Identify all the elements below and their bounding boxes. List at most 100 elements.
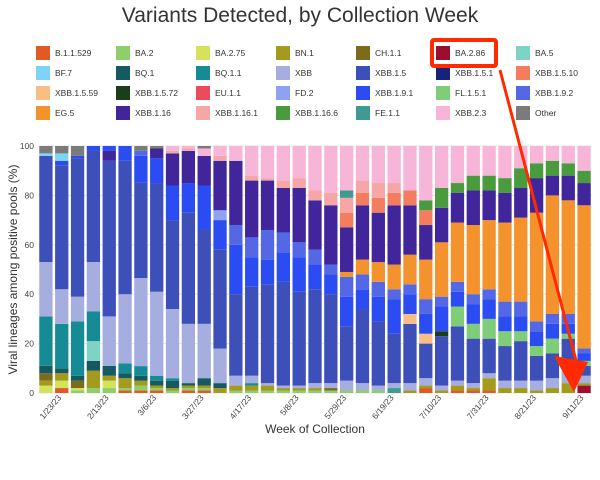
bar-segment-xbb-1-9-1[interactable] [577, 353, 591, 361]
bar-segment-xbb-1-9-1[interactable] [466, 304, 480, 324]
bar-segment-fe-1-1[interactable] [387, 388, 401, 393]
bar-segment-ba-2-75[interactable] [102, 380, 116, 389]
bar-segment-xbb-2-3[interactable] [482, 146, 496, 176]
legend-item-ba-2-86[interactable]: BA.2.86 [436, 46, 485, 60]
bar-segment-bq-1-1[interactable] [118, 363, 132, 374]
bar-segment-xbb-1-9-1[interactable] [292, 257, 306, 292]
bar-segment-bn-1[interactable] [150, 385, 164, 389]
bar-segment-xbb-1-9-2[interactable] [403, 284, 417, 295]
bar-segment-xbb-1-9-2[interactable] [340, 276, 354, 297]
legend-item-ba-2-75[interactable]: BA.2.75 [196, 46, 245, 60]
legend-item-xbb-1-5-72[interactable]: XBB.1.5.72 [116, 86, 178, 100]
bar-segment-ba-2[interactable] [276, 390, 290, 393]
bar-segment-b-1-1-529[interactable] [134, 390, 148, 393]
legend-item-xbb[interactable]: XBB [276, 66, 312, 80]
bar-segment-xbb[interactable] [466, 383, 480, 389]
bar-segment-xbb-1-9-1[interactable] [387, 299, 401, 334]
bar-segment-ba-2[interactable] [70, 390, 85, 393]
bar-segment-bn-1[interactable] [450, 385, 465, 391]
bar-segment-bf-7[interactable] [55, 153, 69, 161]
bar-segment-ba-2[interactable] [118, 388, 132, 391]
bar-segment-fl-1-5-1[interactable] [450, 306, 465, 327]
bar-segment-ba-2[interactable] [292, 390, 306, 393]
bar-segment-other[interactable] [39, 146, 53, 154]
bar-segment-xbb[interactable] [371, 385, 385, 391]
bar-segment-bq-1[interactable] [197, 378, 211, 386]
bar-segment-xbb-1-9-1[interactable] [308, 264, 322, 290]
bar-segment-xbb[interactable] [498, 380, 512, 389]
bar-segment-xbb-1-9-1[interactable] [118, 146, 132, 161]
bar-segment-xbb-1-16-6[interactable] [482, 175, 496, 191]
bar-segment-xbb[interactable] [419, 378, 433, 386]
bar-segment-ba-2[interactable] [181, 388, 196, 391]
bar-segment-xbb-1-9-2[interactable] [387, 289, 401, 300]
bar-segment-ba-2[interactable] [197, 388, 211, 391]
legend-item-eu-1-1[interactable]: EU.1.1 [196, 86, 241, 100]
bar-segment-xbb-1-16-1[interactable] [387, 183, 401, 193]
bar-segment-xbb-2-3[interactable] [197, 148, 211, 156]
bar-segment-xbb-1-16[interactable] [450, 192, 465, 223]
bar-segment-eg-5[interactable] [482, 220, 496, 290]
bar-segment-bn-1[interactable] [197, 385, 211, 389]
bar-segment-xbb-1-16[interactable] [245, 180, 259, 238]
bar-segment-xbb-2-3[interactable] [577, 146, 591, 171]
bar-segment-eg-5[interactable] [577, 205, 591, 349]
bar-segment-xbb-1-9-1[interactable] [403, 294, 417, 314]
bar-segment-xbb-1-5[interactable] [181, 212, 196, 324]
bar-segment-bn-1[interactable] [276, 388, 290, 391]
bar-segment-bq-1-1[interactable] [39, 316, 53, 366]
bar-segment-bn-1[interactable] [561, 383, 575, 393]
bar-segment-xbb[interactable] [545, 378, 560, 389]
bar-segment-xbb-1-16-1[interactable] [181, 148, 196, 151]
bar-segment-xbb-1-9-1[interactable] [419, 313, 433, 334]
bar-segment-ba-2[interactable] [371, 390, 385, 393]
bar-segment-xbb-1-5[interactable] [70, 158, 85, 297]
bar-segment-xbb-1-9-1[interactable] [260, 259, 275, 285]
bar-segment-xbb-1-16[interactable] [340, 227, 354, 272]
bar-segment-xbb-1-16[interactable] [387, 205, 401, 265]
bar-segment-xbb-1-5-10[interactable] [387, 192, 401, 206]
bar-segment-xbb-1-9-2[interactable] [292, 242, 306, 258]
bar-segment-xbb-1-9-2[interactable] [434, 296, 449, 307]
bar-segment-xbb-1-5[interactable] [514, 341, 528, 381]
bar-segment-xbb-1-16[interactable] [150, 148, 164, 159]
bar-segment-xbb[interactable] [514, 380, 528, 389]
bar-segment-bn-1[interactable] [292, 388, 306, 391]
bar-segment-b-1-1-529[interactable] [419, 388, 433, 393]
bar-segment-bn-1[interactable] [529, 390, 544, 393]
bar-segment-bn-1[interactable] [514, 388, 528, 393]
bar-segment-bq-1[interactable] [213, 383, 227, 389]
bar-segment-xbb-1-16-1[interactable] [245, 175, 259, 181]
bar-segment-xbb-2-3[interactable] [419, 146, 433, 201]
bar-segment-ch-1-1[interactable] [324, 388, 338, 391]
bar-segment-ba-2[interactable] [324, 390, 338, 393]
bar-segment-bn-1[interactable] [260, 385, 275, 391]
bar-segment-xbb-1-5[interactable] [292, 291, 306, 386]
bar-segment-xbb-2-3[interactable] [529, 146, 544, 164]
bar-segment-eg-5[interactable] [466, 225, 480, 295]
bar-segment-xbb-1-5-10[interactable] [355, 192, 370, 206]
bar-segment-xbb-1-16-6[interactable] [450, 183, 465, 193]
bar-segment-bq-1[interactable] [86, 360, 101, 371]
bar-segment-xbb-1-16[interactable] [466, 190, 480, 226]
bar-segment-xbb-1-5-10[interactable] [403, 190, 417, 206]
bar-segment-xbb[interactable] [403, 383, 417, 391]
bar-segment-xbb-2-3[interactable] [292, 146, 306, 179]
bar-segment-xbb-1-5[interactable] [529, 355, 544, 381]
bar-segment-xbb[interactable] [577, 375, 591, 384]
bar-segment-xbb-1-5[interactable] [545, 353, 560, 379]
bar-segment-other[interactable] [70, 146, 85, 156]
bar-segment-xbb-1-5[interactable] [245, 286, 259, 376]
bar-segment-xbb-1-9-1[interactable] [450, 291, 465, 307]
bar-segment-eg-5[interactable] [514, 217, 528, 302]
bar-segment-xbb-1-9-2[interactable] [577, 348, 591, 354]
bar-segment-xbb-1-5[interactable] [118, 160, 132, 295]
bar-segment-xbb-1-16[interactable] [324, 205, 338, 265]
bar-segment-xbb-1-16-6[interactable] [545, 160, 560, 176]
bar-segment-xbb-1-5[interactable] [229, 294, 243, 376]
legend-item-eg-5[interactable]: EG.5 [36, 106, 74, 120]
bar-segment-bn-1[interactable] [118, 378, 132, 389]
legend-item-xbb-1-5[interactable]: XBB.1.5 [356, 66, 406, 80]
bar-segment-fl-1-5-1[interactable] [466, 323, 480, 339]
bar-segment-ba-2[interactable] [102, 388, 116, 393]
